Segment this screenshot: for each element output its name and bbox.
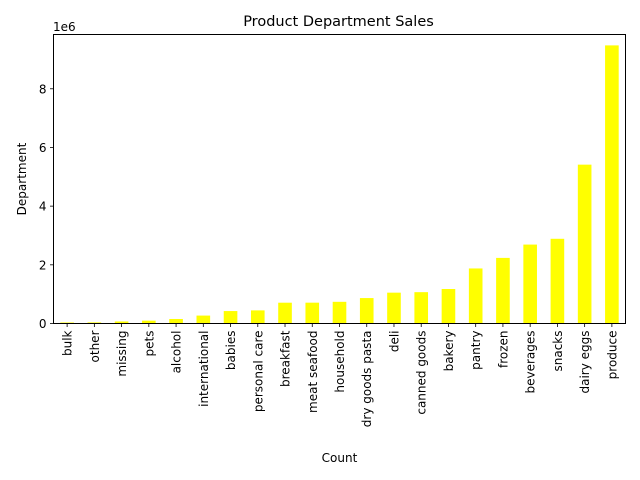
bar-frozen bbox=[496, 257, 510, 324]
y-tick-label: 6 bbox=[39, 141, 47, 155]
bar-babies bbox=[223, 311, 238, 324]
bar-other bbox=[87, 322, 102, 324]
bar-beverages bbox=[523, 244, 537, 324]
bar-canned-goods bbox=[414, 292, 429, 324]
x-ticks-group: bulk other missing pets alcohol international… bbox=[61, 323, 619, 428]
x-tick-label: bakery bbox=[442, 331, 456, 372]
bar-missing bbox=[114, 321, 129, 324]
bar-produce bbox=[605, 45, 619, 324]
bar-personal-care bbox=[250, 310, 265, 324]
x-tick-label: canned goods bbox=[415, 331, 429, 415]
bar-household bbox=[332, 301, 347, 324]
bar-dairy-eggs bbox=[577, 164, 592, 324]
x-tick-label: produce bbox=[605, 331, 619, 380]
x-tick-label: pantry bbox=[469, 331, 483, 370]
y-ticks-group: 0 2 4 6 8 bbox=[39, 82, 54, 331]
x-tick-label: household bbox=[333, 331, 347, 393]
x-axis-label: Count bbox=[322, 451, 358, 465]
x-tick-label: other bbox=[88, 330, 102, 362]
x-tick-label: bulk bbox=[61, 330, 75, 356]
x-tick-label: alcohol bbox=[170, 331, 184, 374]
x-tick-label: deli bbox=[387, 331, 401, 353]
y-axis-offset-label: 1e6 bbox=[53, 20, 76, 34]
bar-bulk bbox=[60, 322, 74, 324]
bar-meat-seafood bbox=[305, 302, 320, 324]
bar-pets bbox=[142, 320, 156, 324]
bar-breakfast bbox=[278, 302, 292, 324]
x-tick-label: missing bbox=[115, 331, 129, 377]
x-tick-label: beverages bbox=[524, 331, 538, 394]
y-tick-label: 0 bbox=[39, 317, 47, 331]
bar-alcohol bbox=[169, 318, 183, 324]
y-axis-label: Department bbox=[15, 142, 29, 215]
bars-group bbox=[60, 45, 619, 324]
x-tick-label: babies bbox=[224, 331, 238, 371]
y-tick-label: 8 bbox=[39, 82, 47, 96]
bar-dry-goods-pasta bbox=[359, 298, 374, 324]
x-tick-label: international bbox=[197, 331, 211, 407]
chart-title: Product Department Sales bbox=[243, 14, 434, 30]
x-tick-label: dairy eggs bbox=[578, 331, 592, 394]
x-tick-label: frozen bbox=[496, 331, 510, 369]
x-tick-label: snacks bbox=[551, 331, 565, 372]
x-tick-label: personal care bbox=[251, 331, 265, 413]
plot-frame bbox=[53, 34, 626, 324]
x-tick-label: breakfast bbox=[279, 330, 293, 387]
bar-bakery bbox=[441, 288, 456, 324]
y-tick-label: 4 bbox=[39, 200, 47, 214]
x-tick-label: pets bbox=[142, 331, 156, 357]
bar-snacks bbox=[550, 238, 565, 324]
bar-deli bbox=[387, 292, 401, 324]
bar-international bbox=[196, 315, 211, 324]
x-tick-label: dry goods pasta bbox=[360, 331, 374, 428]
bar-pantry bbox=[468, 268, 483, 324]
y-tick-label: 2 bbox=[39, 258, 47, 272]
x-tick-label: meat seafood bbox=[306, 331, 320, 413]
